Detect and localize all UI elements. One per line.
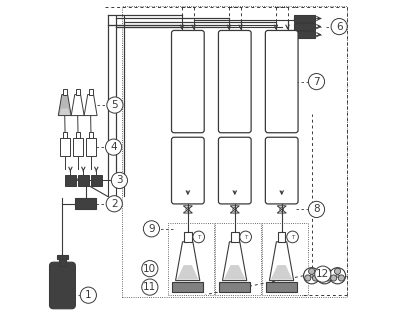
Bar	[262, 223, 308, 294]
Bar	[168, 223, 214, 294]
Bar	[231, 232, 238, 242]
Text: 7: 7	[313, 77, 320, 86]
Bar	[76, 89, 80, 95]
Circle shape	[331, 19, 347, 35]
Bar	[278, 232, 286, 242]
Text: 2: 2	[111, 199, 118, 209]
Bar	[184, 232, 192, 242]
Bar	[86, 138, 96, 156]
Circle shape	[240, 231, 252, 243]
Polygon shape	[177, 265, 198, 280]
Circle shape	[316, 268, 333, 284]
Polygon shape	[222, 242, 247, 280]
Circle shape	[193, 231, 204, 243]
Circle shape	[304, 268, 320, 284]
Circle shape	[330, 268, 346, 284]
Bar	[63, 132, 67, 138]
Circle shape	[323, 274, 326, 277]
Bar	[294, 32, 315, 38]
Text: 9: 9	[148, 224, 155, 234]
Bar	[78, 175, 89, 186]
Circle shape	[334, 268, 341, 274]
Circle shape	[331, 275, 337, 281]
Circle shape	[106, 139, 122, 155]
Text: T: T	[291, 235, 294, 240]
Bar	[63, 89, 67, 95]
Polygon shape	[60, 109, 70, 115]
Text: 1: 1	[85, 290, 92, 300]
Circle shape	[142, 279, 158, 295]
Circle shape	[318, 275, 324, 281]
Bar	[294, 23, 315, 30]
Circle shape	[336, 274, 339, 277]
Text: 11: 11	[143, 282, 156, 292]
Polygon shape	[271, 265, 292, 280]
Circle shape	[142, 261, 158, 277]
Bar	[65, 175, 76, 186]
Bar	[73, 138, 83, 156]
Text: 5: 5	[112, 100, 118, 110]
FancyBboxPatch shape	[265, 137, 298, 204]
Circle shape	[308, 201, 324, 217]
Bar	[266, 282, 297, 292]
Circle shape	[111, 172, 128, 188]
Bar	[122, 6, 347, 297]
Circle shape	[80, 287, 96, 303]
Circle shape	[310, 274, 313, 277]
Text: T: T	[197, 235, 200, 240]
Circle shape	[322, 268, 328, 274]
Polygon shape	[58, 95, 71, 116]
FancyBboxPatch shape	[218, 31, 251, 133]
Bar	[294, 15, 315, 22]
Bar	[76, 198, 96, 209]
Polygon shape	[71, 95, 84, 116]
FancyBboxPatch shape	[50, 262, 76, 309]
Circle shape	[287, 231, 298, 243]
Circle shape	[106, 196, 122, 212]
Bar	[215, 223, 261, 294]
Circle shape	[308, 268, 315, 274]
Bar	[57, 255, 68, 259]
Text: 8: 8	[313, 204, 320, 215]
Circle shape	[338, 275, 344, 281]
Bar	[89, 132, 93, 138]
FancyBboxPatch shape	[172, 31, 204, 133]
Text: T: T	[244, 235, 247, 240]
Text: 12: 12	[316, 269, 330, 279]
Circle shape	[305, 275, 311, 281]
Polygon shape	[224, 265, 246, 280]
Text: 6: 6	[336, 21, 342, 32]
Circle shape	[315, 266, 331, 282]
Bar	[172, 282, 203, 292]
FancyBboxPatch shape	[172, 137, 204, 204]
Bar	[89, 89, 92, 95]
Circle shape	[325, 275, 332, 281]
Circle shape	[308, 73, 324, 90]
Circle shape	[107, 97, 123, 113]
Text: 4: 4	[110, 142, 117, 152]
Text: 10: 10	[143, 264, 156, 274]
Circle shape	[312, 275, 318, 281]
Bar	[219, 282, 250, 292]
Polygon shape	[176, 242, 200, 280]
Polygon shape	[84, 95, 97, 116]
FancyBboxPatch shape	[218, 137, 251, 204]
Bar	[59, 258, 66, 266]
Bar	[60, 138, 70, 156]
Circle shape	[143, 221, 160, 237]
Polygon shape	[270, 242, 294, 280]
Bar	[91, 175, 102, 186]
Bar	[76, 132, 80, 138]
Text: 3: 3	[116, 176, 123, 186]
FancyBboxPatch shape	[265, 31, 298, 133]
